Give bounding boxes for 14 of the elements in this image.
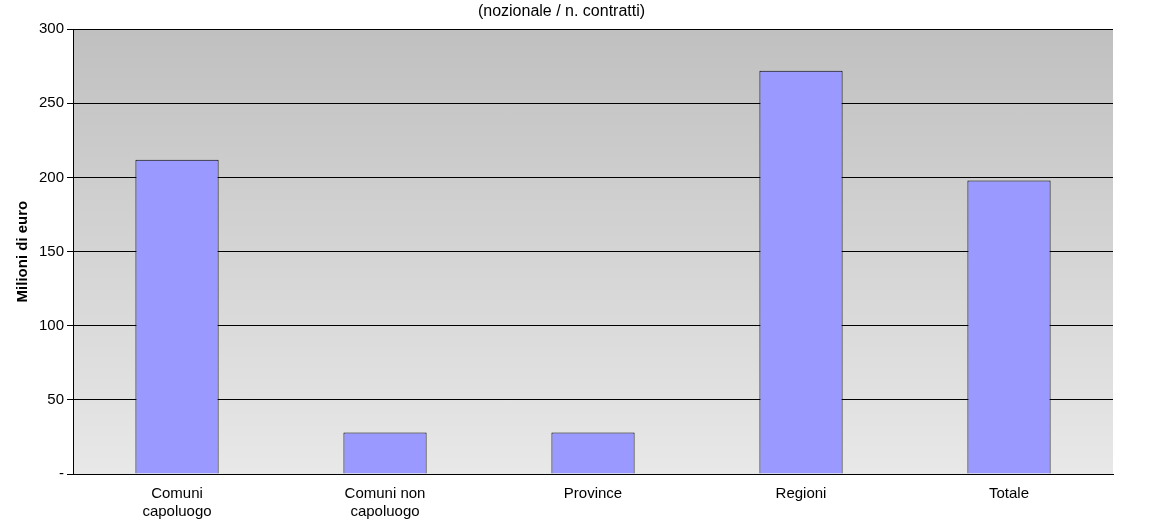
y-tick-label: 100: [39, 315, 65, 333]
x-tick-label: Totale: [988, 484, 1030, 502]
y-tick-label: 300: [39, 19, 65, 37]
x-tick-label: Comuni capoluogo: [142, 484, 212, 520]
y-tick-label: -: [59, 464, 65, 482]
y-tick-label: 250: [39, 93, 65, 111]
x-tick-label: Comuni non capoluogo: [344, 484, 426, 520]
y-axis-title: Milioni di euro: [13, 200, 31, 303]
chart-title: (nozionale / n. contratti): [477, 2, 646, 20]
y-tick-label: 50: [47, 390, 65, 408]
y-tick-label: 200: [39, 167, 65, 185]
x-tick-label: Regioni: [775, 484, 827, 502]
x-tick-label: Province: [563, 484, 623, 502]
y-tick-label: 150: [39, 241, 65, 259]
